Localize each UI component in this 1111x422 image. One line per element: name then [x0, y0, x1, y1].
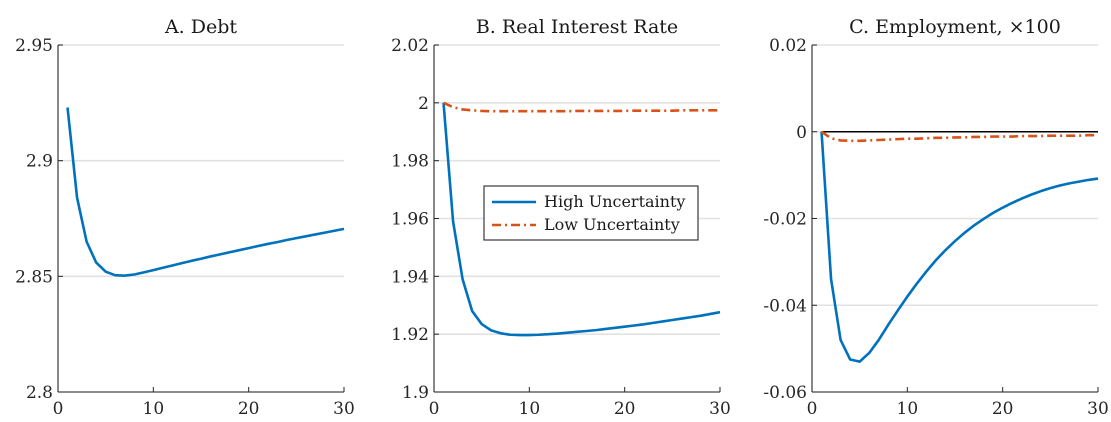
- chart-panel-1: 2.8 2.85 2.9 2.95 0 10 20 30 A. Debt: [15, 16, 355, 419]
- y-tick-label: 2.9: [26, 152, 53, 172]
- y-tick-label: 0: [796, 123, 807, 143]
- chart-title: C. Employment, ×100: [849, 16, 1061, 38]
- chart-panel-2: 1.9 1.92 1.94 1.96 1.98 2 2.02 0 10 20 30 B. Real I…: [391, 16, 731, 419]
- series-line-2: [820, 130, 1098, 143]
- x-tick-label: 10: [519, 399, 541, 419]
- x-tick-label: 30: [1087, 399, 1109, 419]
- y-tick-label: 1.9: [402, 383, 429, 403]
- x-tick-label: 10: [143, 399, 165, 419]
- x-tick-label: 20: [238, 399, 260, 419]
- x-tick-label: 10: [897, 399, 919, 419]
- y-tick-label: 2: [418, 94, 429, 114]
- x-tick-label: 30: [333, 399, 355, 419]
- x-tick-label: 0: [807, 399, 818, 419]
- y-tick-label: 2.8: [26, 383, 53, 403]
- series-line-1: [820, 131, 1099, 363]
- x-tick-label: 20: [614, 399, 636, 419]
- y-tick-label: 2.02: [391, 36, 429, 56]
- x-tick-label: 20: [992, 399, 1014, 419]
- y-tick-label: -0.06: [763, 383, 807, 403]
- y-tick-label: -0.04: [763, 296, 807, 316]
- y-tick-label: 1.94: [391, 267, 429, 287]
- y-tick-label: -0.02: [763, 210, 807, 230]
- legend-box: [483, 185, 699, 241]
- y-tick-label: 1.98: [391, 152, 429, 172]
- y-tick-label: 2.95: [15, 36, 53, 56]
- y-tick-label: 0.02: [769, 36, 807, 56]
- series-line-1: [442, 102, 721, 337]
- x-tick-label: 30: [709, 399, 731, 419]
- y-tick-label: 2.85: [15, 267, 53, 287]
- x-tick-label: 0: [53, 399, 64, 419]
- legend-label: Low Uncertainty: [544, 215, 680, 234]
- chart-title: A. Debt: [164, 16, 237, 38]
- chart-title: B. Real Interest Rate: [476, 16, 678, 38]
- legend: High Uncertainty Low Uncertainty: [483, 185, 699, 241]
- series-line-2: [442, 101, 720, 113]
- legend-label: High Uncertainty: [544, 192, 685, 211]
- chart-panel-3: -0.06 -0.04 -0.02 0 0.02 0 10 20 30 C. Employment…: [763, 16, 1108, 419]
- y-tick-label: 1.96: [391, 210, 429, 230]
- x-tick-label: 0: [429, 399, 440, 419]
- series-line-1: [66, 107, 345, 277]
- y-tick-label: 1.92: [391, 325, 429, 345]
